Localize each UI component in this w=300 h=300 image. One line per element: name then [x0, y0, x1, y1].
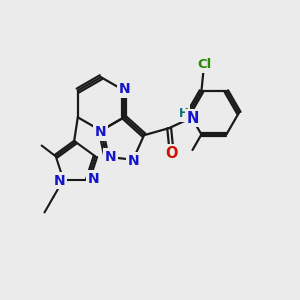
- Text: H: H: [179, 107, 189, 120]
- Text: N: N: [94, 125, 106, 139]
- Text: N: N: [87, 172, 99, 186]
- Text: N: N: [118, 82, 130, 96]
- Text: O: O: [165, 146, 178, 161]
- Text: N: N: [54, 174, 66, 188]
- Text: N: N: [128, 154, 140, 168]
- Text: Cl: Cl: [197, 58, 212, 71]
- Text: N: N: [187, 111, 199, 126]
- Text: N: N: [105, 150, 116, 164]
